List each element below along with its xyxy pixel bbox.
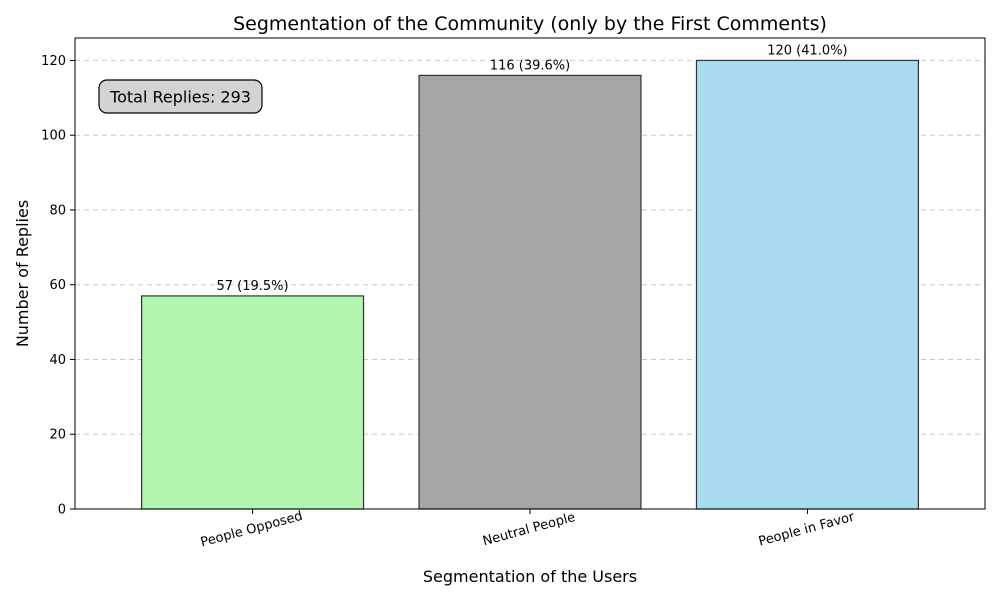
y-axis-label: Number of Replies	[13, 200, 32, 347]
bar-people-opposed	[140, 295, 365, 510]
y-axis-ticks: 0 20 40 60 80 100 120	[41, 54, 75, 518]
y-tick-label: 0	[58, 503, 66, 518]
x-axis-label: Segmentation of the Users	[423, 567, 637, 586]
x-tick-label: People Opposed	[199, 509, 304, 551]
data-label: 57 (19.5%)	[216, 279, 288, 294]
y-tick-label: 120	[41, 54, 66, 69]
total-replies-text: Total Replies: 293	[109, 88, 251, 107]
chart-title: Segmentation of the Community (only by t…	[233, 13, 827, 35]
data-label: 116 (39.6%)	[490, 58, 570, 73]
y-tick-label: 80	[49, 203, 66, 218]
data-labels: 57 (19.5%) 116 (39.6%) 120 (41.0%)	[216, 43, 847, 293]
bar-neutral-people	[418, 74, 642, 510]
y-tick-label: 20	[49, 428, 66, 443]
x-tick-label: Neutral People	[481, 510, 577, 549]
data-label: 120 (41.0%)	[767, 43, 847, 58]
x-axis-ticks: People Opposed Neutral People People in Fa…	[199, 509, 857, 551]
total-replies-box	[98, 79, 263, 114]
x-tick-label: People in Favor	[757, 509, 857, 549]
y-tick-label: 40	[49, 353, 66, 368]
y-tick-label: 100	[41, 129, 66, 144]
bar-people-in-favor	[695, 59, 920, 510]
y-tick-label: 60	[49, 278, 66, 293]
